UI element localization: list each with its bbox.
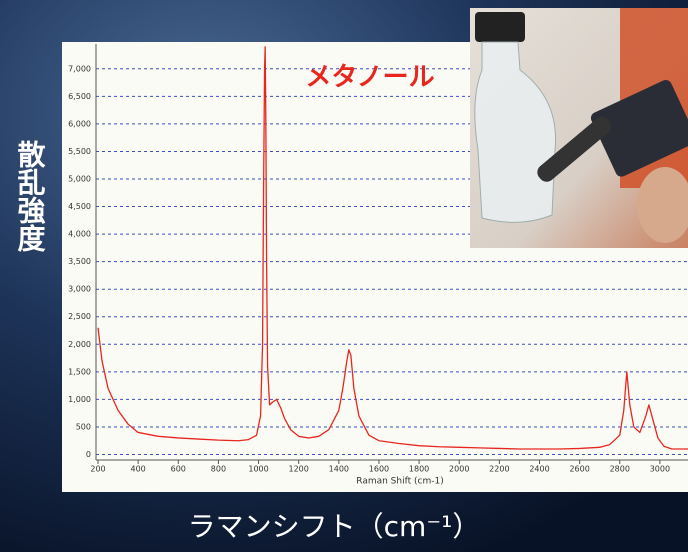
x-tick-label: 600 — [171, 465, 186, 474]
x-tick-label: 2000 — [449, 465, 469, 474]
y-tick-label: 1,500 — [68, 367, 91, 376]
chart: 0 500 1,000 1,500 2,000 2,500 3,000 3,500 4,000 4… — [0, 0, 688, 552]
y-tick-label: 1,000 — [68, 395, 91, 404]
x-axis-title: ラマンシフト（cm⁻¹） — [188, 510, 481, 543]
y-tick-label: 4,500 — [68, 202, 91, 211]
y-tick-label: 5,000 — [68, 174, 91, 183]
x-tick-label: 2200 — [489, 465, 509, 474]
x-tick-label: 2800 — [610, 465, 630, 474]
x-tick-label: 2400 — [529, 465, 549, 474]
x-tick-label: 1800 — [409, 465, 429, 474]
y-tick-label: 2,000 — [68, 340, 91, 349]
x-tick-label: 1600 — [369, 465, 389, 474]
page: 0 500 1,000 1,500 2,000 2,500 3,000 3,500 4,000 4… — [0, 0, 688, 552]
photo-inset — [470, 8, 688, 248]
y-tick-label: 3,500 — [68, 257, 91, 266]
y-tick-label: 6,500 — [68, 92, 91, 101]
y-tick-label: 2,500 — [68, 312, 91, 321]
y-tick-label: 5,500 — [68, 147, 91, 156]
y-tick-label: 6,000 — [68, 119, 91, 128]
y-tick-label: 4,000 — [68, 230, 91, 239]
inner-x-axis-title: Raman Shift (cm-1) — [356, 477, 443, 487]
y-tick-label: 500 — [76, 422, 91, 431]
y-tick-label: 7,000 — [68, 64, 91, 73]
x-tick-label: 1000 — [248, 465, 268, 474]
x-tick-label: 2600 — [569, 465, 589, 474]
x-tick-label: 3000 — [650, 465, 670, 474]
x-tick-label: 1200 — [289, 465, 309, 474]
y-tick-label: 3,000 — [68, 285, 91, 294]
x-tick-label: 800 — [211, 465, 226, 474]
chart-title: メタノール — [305, 63, 434, 93]
y-axis-title: 散乱強度 — [14, 140, 47, 253]
x-tick-label: 1400 — [329, 465, 349, 474]
x-tick-label: 400 — [131, 465, 146, 474]
x-tick-label: 200 — [90, 465, 105, 474]
y-tick-label: 0 — [86, 450, 91, 459]
